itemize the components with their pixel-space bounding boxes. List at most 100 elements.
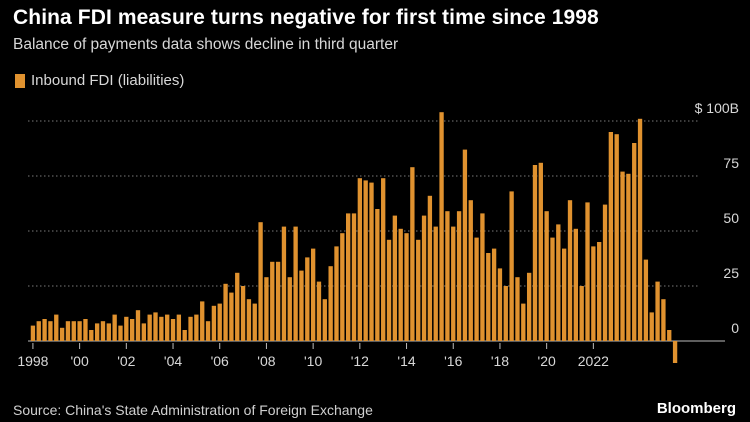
bar [427,195,433,341]
bar [602,204,608,341]
bar [526,272,532,341]
bar [36,321,41,341]
bar [159,316,164,341]
x-tick-label: '02 [117,353,135,369]
bar [591,246,596,341]
legend-label: Inbound FDI (liabilities) [31,72,185,89]
bar [416,239,421,341]
bar [246,299,252,341]
bar [363,180,368,341]
bar [573,228,578,341]
bar [270,261,275,341]
bar [293,226,298,341]
bar [579,286,584,341]
bar [42,319,47,341]
bar [649,312,654,341]
x-tick-label: '20 [538,353,556,369]
bar [544,211,549,341]
bar [65,321,71,341]
bar [386,239,392,341]
bar [672,341,678,363]
bar [322,299,327,341]
bar [398,228,403,341]
x-tick-label: '00 [70,353,88,369]
bar [281,226,287,341]
bar [287,277,292,341]
bar [305,257,310,341]
bar [240,286,246,341]
x-axis-labels: 1998 '00 '02 '04 '06 '08 '10 '12 '14 '16 '18 '20 202… [17,343,609,369]
source-note: Source: China's State Administration of … [13,402,373,418]
bar [334,246,339,341]
bar [421,215,427,341]
bar [445,211,450,341]
bar [340,233,345,341]
bar [48,321,53,341]
bar [252,303,257,341]
bar [538,162,543,341]
bar [643,259,649,341]
bar [515,277,520,341]
x-tick-label: '14 [397,353,415,369]
bar [135,310,141,341]
bar [608,132,614,341]
bar [71,321,76,341]
bar [567,200,573,341]
bar [147,314,152,341]
bar [188,316,193,341]
bar [439,112,444,341]
bar [556,224,561,341]
bar [77,321,82,341]
bar [229,292,234,341]
bar [118,325,123,341]
bar [433,226,438,341]
x-tick-label: '10 [304,353,322,369]
bar [346,213,351,341]
bar [30,325,36,341]
bar [316,281,322,341]
bar [503,286,508,341]
bar [562,248,567,341]
bar [632,143,637,341]
bar [375,209,380,341]
bar [614,134,619,341]
bar [83,319,88,341]
bar [351,213,357,341]
bar [310,248,316,341]
bar [497,268,503,341]
bar [410,167,415,341]
bar [328,266,333,341]
bar [54,314,59,341]
chart-legend: Inbound FDI (liabilities) [15,72,184,89]
bar [585,202,590,341]
bar [661,299,666,341]
bar [655,281,660,341]
legend-swatch [15,73,25,88]
x-tick-label: '16 [444,353,462,369]
y-tick-label: 50 [723,210,739,226]
bloomberg-logo: Bloomberg [656,400,736,417]
bar [532,165,538,341]
x-tick-label: '04 [164,353,182,369]
bar [550,237,555,341]
y-tick-label: 0 [731,320,739,336]
y-tick-label: 75 [723,155,739,171]
bar [112,314,117,341]
x-tick-label: '18 [491,353,509,369]
bar [381,178,386,341]
bar [258,222,263,341]
bars [30,112,678,363]
y-axis-labels: $ 100B 75 50 25 0 [695,100,740,336]
bar [474,237,479,341]
bar [100,321,106,341]
chart-subtitle: Balance of payments data shows decline i… [13,36,399,53]
bar [59,327,65,341]
bar [392,215,398,341]
bar [200,301,205,341]
bar [176,314,182,341]
bar [153,312,158,341]
bar [182,330,187,341]
bar [124,316,129,341]
y-tick-label: 25 [723,265,739,281]
